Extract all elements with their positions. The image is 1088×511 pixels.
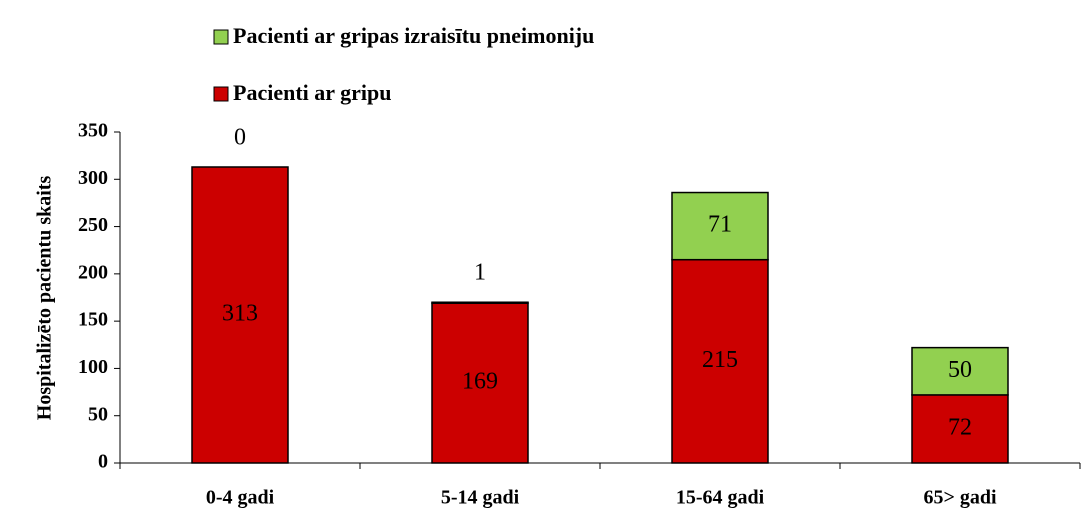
y-tick-label: 200 (78, 261, 108, 283)
x-tick-label: 15-64 gadi (676, 487, 765, 509)
y-tick-label: 100 (78, 356, 108, 378)
bar-segment (431, 302, 529, 464)
bar-segment (431, 301, 529, 304)
bar-segment (671, 191, 769, 261)
bar-segment (191, 166, 289, 464)
value-label: 72 (948, 414, 972, 440)
value-label: 71 (708, 212, 732, 238)
y-tick-label: 250 (78, 214, 108, 236)
x-tick-label: 5-14 gadi (441, 487, 520, 509)
legend-swatch (213, 86, 229, 102)
x-tick-label: 65> gadi (923, 487, 997, 509)
bar-segment (671, 258, 769, 464)
bar-segment (911, 394, 1009, 464)
legend-swatch (213, 29, 229, 45)
legend-label: Pacienti ar gripu (233, 80, 391, 105)
y-axis-label: Hospitalizēto pacientu skaits (34, 176, 56, 421)
value-label: 0 (234, 124, 246, 150)
y-tick-label: 0 (98, 451, 108, 473)
value-label: 1 (474, 260, 486, 286)
y-tick-label: 150 (78, 309, 108, 331)
x-tick-label: 0-4 gadi (206, 487, 275, 509)
bar-segment (911, 346, 1009, 396)
y-tick-label: 50 (88, 403, 108, 425)
value-label: 215 (702, 347, 738, 373)
y-tick-label: 300 (78, 167, 108, 189)
legend-label: Pacienti ar gripas izraisītu pneimoniju (233, 23, 594, 48)
value-label: 50 (948, 357, 972, 383)
value-label: 169 (462, 369, 498, 395)
y-tick-label: 350 (78, 120, 108, 142)
value-label: 313 (222, 300, 258, 326)
